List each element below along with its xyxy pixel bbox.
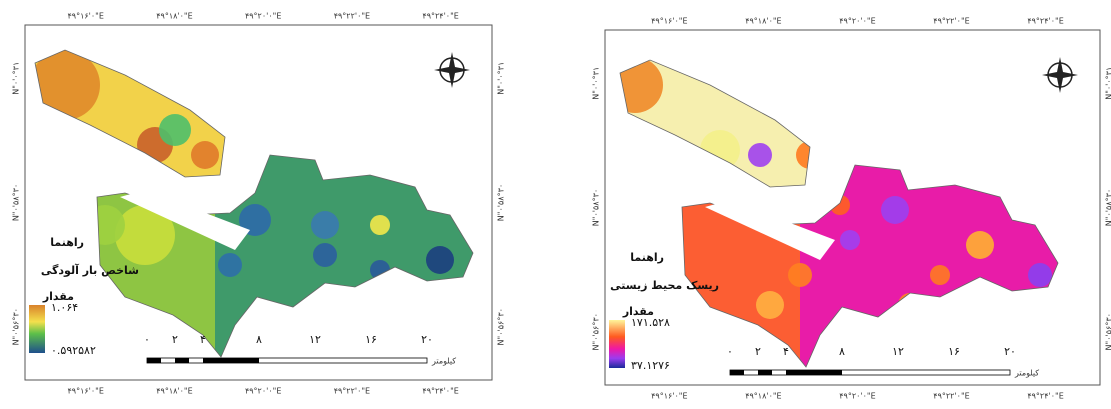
right-coordinate: N"۰'۵۸°۳۰ [1105,189,1111,226]
bottom-coordinate: ۴۹°۱۸'۰"E [156,387,192,396]
hotspot [1028,263,1052,287]
top-coordinate: ۴۹°۱۸'۰"E [156,12,192,21]
top-coordinate: ۴۹°۲۲'۰"E [334,12,370,21]
bottom-coordinate: ۴۹°۱۸'۰"E [745,392,781,401]
scale-tick-label: ۸ [256,333,262,346]
scale-unit: کیلومتر [1014,369,1039,378]
bottom-coordinate: ۴۹°۱۶'۰"E [651,392,687,401]
scale-tick-label: ۰ [727,345,733,358]
hotspot [370,215,390,235]
legend-max: ۱۷۱.۵۲۸ [631,316,670,329]
scale-tick-label: ۱۲ [309,333,321,346]
hotspot [311,211,339,239]
legend-min: ۰.۵۹۲۵۸۲ [51,344,96,357]
bottom-coordinate: ۴۹°۱۶'۰"E [67,387,103,396]
scale-tick-label: ۱۲ [892,345,904,358]
left-coordinate: N"۰'۵۸°۳۰ [12,184,21,221]
scale-tick-label: ۲ [755,345,761,358]
legend-colorbar [29,305,45,353]
hotspot [313,243,337,267]
top-coordinate: ۴۹°۲۰'۰"E [245,12,281,21]
bottom-coordinate: ۴۹°۲۲'۰"E [334,387,370,396]
right-coordinate: N"۰'۵۶°۳۰ [497,308,506,345]
legend-title: راهنما [630,251,664,264]
scale-segment [758,370,772,375]
hotspot [191,141,219,169]
top-coordinate: ۴۹°۲۴'۰"E [422,12,458,21]
scale-unit: کیلومتر [431,357,456,366]
scale-tick-label: ۰ [144,333,150,346]
legend-subtitle: ریسک محیط زیستی [610,279,719,292]
hotspot [756,291,784,319]
hotspot [159,114,191,146]
hotspot [426,246,454,274]
map-panel: ۴۹°۱۶'۰"E ۴۹°۱۸'۰"E ۴۹°۲۰'۰"E ۴۹°۲۲'۰"E ۴۹°۲… [12,12,506,396]
figure: ۴۹°۱۶'۰"E ۴۹°۱۸'۰"E ۴۹°۲۰'۰"E ۴۹°۲۲'۰"E ۴۹°۲… [0,0,1111,405]
hotspot [881,196,909,224]
scale-segment [175,358,189,363]
scale-tick-label: ۴ [783,345,789,358]
right-coordinate: N"۰'۰°۳۱ [497,62,506,95]
left-coordinate: N"۰'۰°۳۱ [12,62,21,95]
hotspot [930,265,950,285]
bottom-coordinate: ۴۹°۲۰'۰"E [839,392,875,401]
left-coordinate: N"۰'۰°۳۱ [592,67,601,100]
scale-tick-label: ۱۶ [365,333,377,346]
hotspot [966,231,994,259]
top-coordinate: ۴۹°۲۰'۰"E [839,17,875,26]
map-panel: ۴۹°۱۶'۰"E ۴۹°۱۸'۰"E ۴۹°۲۰'۰"E ۴۹°۲۲'۰"E ۴۹°۲… [592,17,1111,401]
hotspot [840,230,860,250]
scale-segment [147,358,161,363]
legend-max: ۱.۰۶۴ [51,301,78,314]
top-coordinate: ۴۹°۱۶'۰"E [67,12,103,21]
right-coordinate: N"۰'۵۸°۳۰ [497,184,506,221]
bottom-coordinate: ۴۹°۲۲'۰"E [933,392,969,401]
scale-tick-label: ۴ [200,333,206,346]
legend-subtitle: شاخص بار آلودگی [41,263,139,277]
top-coordinate: ۴۹°۱۶'۰"E [651,17,687,26]
top-coordinate: ۴۹°۲۴'۰"E [1027,17,1063,26]
scale-tick-label: ۱۶ [948,345,960,358]
top-coordinate: ۴۹°۲۲'۰"E [933,17,969,26]
right-coordinate: N"۰'۵۶°۳۰ [1105,313,1111,350]
scale-tick-label: ۲۰ [1004,345,1016,358]
bottom-coordinate: ۴۹°۲۰'۰"E [245,387,281,396]
scale-tick-label: ۸ [839,345,845,358]
hotspot [788,263,812,287]
hotspot [218,253,242,277]
legend-title: راهنما [50,236,84,249]
legend-colorbar [609,320,625,368]
scale-segment [203,358,259,363]
hotspot [748,143,772,167]
bottom-coordinate: ۴۹°۲۴'۰"E [1027,392,1063,401]
scale-segment [786,370,842,375]
right-coordinate: N"۰'۰°۳۱ [1105,67,1111,100]
legend-min: ۳۷.۱۲۷۶ [631,359,670,372]
left-coordinate: N"۰'۵۶°۳۰ [12,308,21,345]
scale-tick-label: ۲۰ [421,333,433,346]
left-coordinate: N"۰'۵۶°۳۰ [592,313,601,350]
bottom-coordinate: ۴۹°۲۴'۰"E [422,387,458,396]
top-coordinate: ۴۹°۱۸'۰"E [745,17,781,26]
scale-tick-label: ۲ [172,333,178,346]
left-coordinate: N"۰'۵۸°۳۰ [592,189,601,226]
scale-segment [730,370,744,375]
